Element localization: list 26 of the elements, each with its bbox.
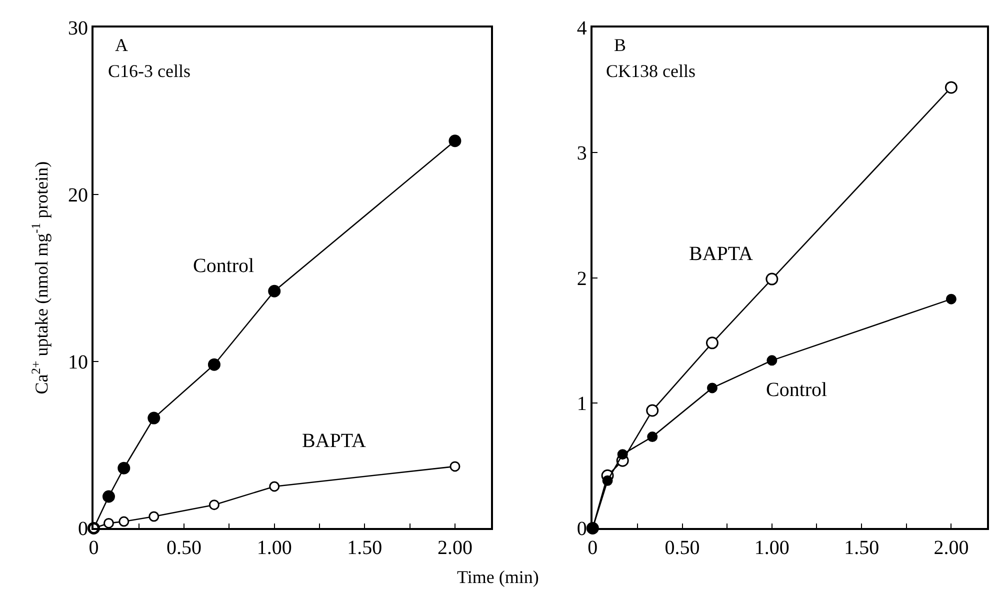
y-tick-label: 2	[576, 268, 587, 290]
series-label: Control	[766, 379, 828, 401]
text: C16-3 cells	[108, 61, 190, 81]
text: B	[614, 35, 626, 55]
x-tick-label: 2.00	[934, 536, 969, 559]
x-axis-title: Time (min)	[457, 567, 539, 587]
text: A	[115, 35, 128, 55]
x-tick-label: 2.00	[437, 536, 472, 559]
y-tick-label: 3	[576, 142, 587, 165]
y-tick-label: 4	[576, 17, 587, 40]
x-tick-label: 1.00	[754, 536, 790, 559]
x-tick-label: 1.00	[256, 536, 292, 559]
x-tick-label: 1.50	[347, 536, 382, 559]
text: CK138 cells	[606, 61, 696, 81]
y-tick-label: 30	[68, 17, 88, 40]
y-tick-label: 10	[68, 351, 88, 374]
y-tick-label: 0	[576, 518, 587, 540]
x-tick-label: 0.50	[166, 536, 202, 559]
y-tick-label: 0	[78, 518, 88, 540]
x-tick-label: 1.50	[844, 536, 880, 559]
y-tick-label: 20	[68, 184, 88, 206]
y-tick-label: 1	[576, 393, 587, 415]
series-label: Control	[193, 255, 255, 277]
series-label: BAPTA	[689, 243, 754, 265]
x-tick-label: 0.50	[664, 536, 700, 559]
series-label: BAPTA	[302, 430, 367, 452]
